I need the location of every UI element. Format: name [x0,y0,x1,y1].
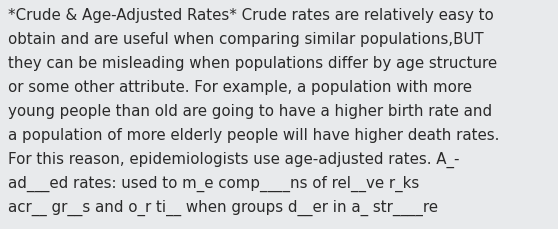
Text: obtain and are useful when comparing similar populations,BUT: obtain and are useful when comparing sim… [8,32,484,47]
Text: young people than old are going to have a higher birth rate and: young people than old are going to have … [8,104,492,118]
Text: For this reason, epidemiologists use age-adjusted rates. A_-: For this reason, epidemiologists use age… [8,151,459,167]
Text: or some other attribute. For example, a population with more: or some other attribute. For example, a … [8,80,472,95]
Text: they can be misleading when populations differ by age structure: they can be misleading when populations … [8,56,497,71]
Text: ad___ed rates: used to m_e comp____ns of rel__ve r_ks: ad___ed rates: used to m_e comp____ns of… [8,175,419,191]
Text: acr__ gr__s and o_r ti__ when groups d__er in a_ str____re: acr__ gr__s and o_r ti__ when groups d__… [8,199,438,215]
Text: a population of more elderly people will have higher death rates.: a population of more elderly people will… [8,128,499,142]
Text: *Crude & Age-Adjusted Rates* Crude rates are relatively easy to: *Crude & Age-Adjusted Rates* Crude rates… [8,8,494,23]
